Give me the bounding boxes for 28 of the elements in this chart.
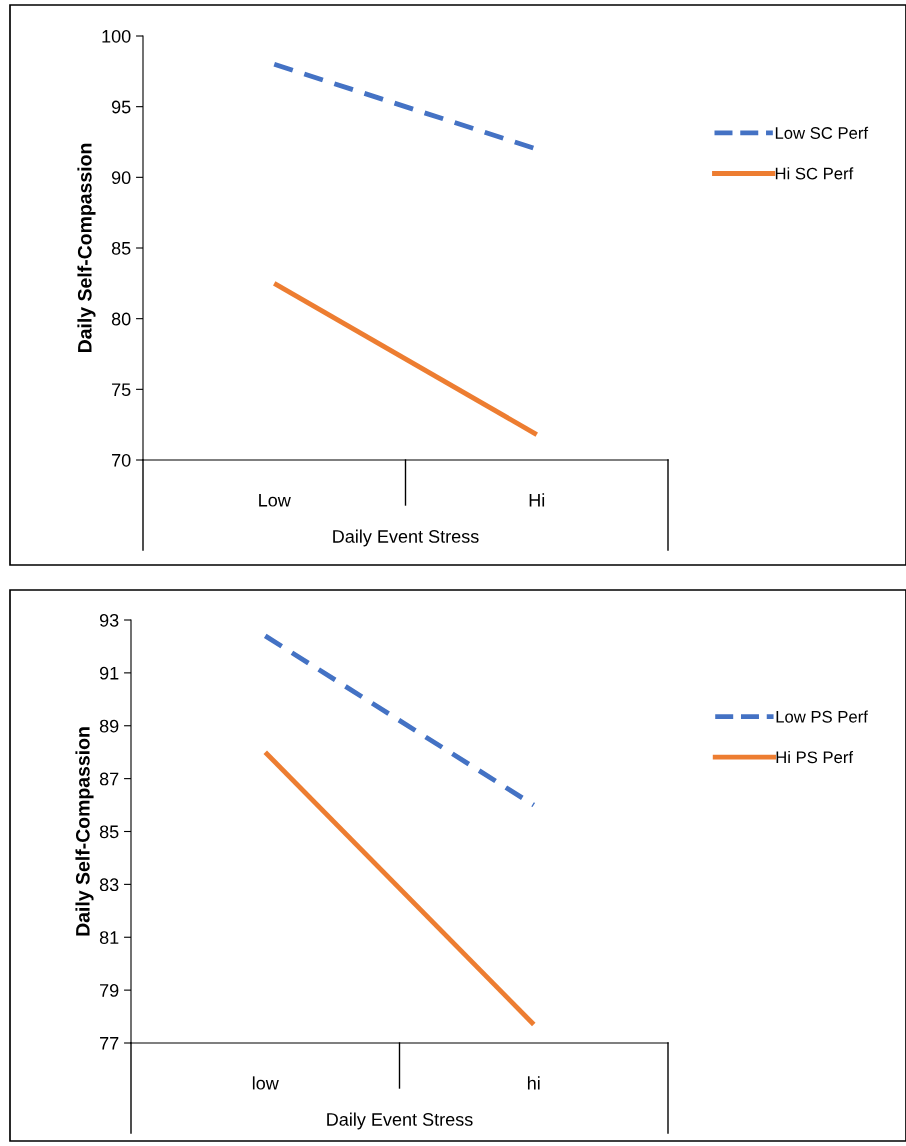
legend-label: Low PS Perf [776,710,868,723]
x-axis-title: Daily Event Stress [327,1112,473,1130]
y-tick-label: 87 [99,772,119,786]
y-tick-label: 77 [100,1037,119,1050]
x-tick-label: Hi [529,493,545,507]
x-tick-label: hi [527,1076,540,1090]
y-tick-label: 91 [99,666,119,680]
y-tick-label: 83 [99,878,119,892]
legend-label: Hi SC Perf [775,167,854,180]
y-tick-label: 79 [100,984,119,997]
y-tick-label: 89 [99,719,119,733]
y-tick-label: 85 [99,825,119,839]
y-tick-label: 95 [111,100,131,114]
legend-label: Hi PS Perf [776,750,854,764]
y-axis-title: Daily Self-Compassion [75,727,94,936]
legend-label: Low SC Perf [775,126,869,139]
x-axis-title: Daily Event Stress [333,529,479,547]
y-tick-label: 70 [112,453,131,467]
y-tick-label: 81 [99,931,119,944]
y-tick-label: 75 [112,383,131,397]
y-tick-label: 100 [102,29,131,43]
y-tick-label: 85 [111,241,131,255]
y-tick-label: 93 [99,613,119,627]
y-tick-label: 90 [111,171,131,185]
y-axis-title: Daily Self-Compassion [77,143,96,353]
x-tick-label: low [252,1076,279,1090]
x-tick-label: Low [259,494,291,507]
y-tick-label: 80 [111,312,131,326]
